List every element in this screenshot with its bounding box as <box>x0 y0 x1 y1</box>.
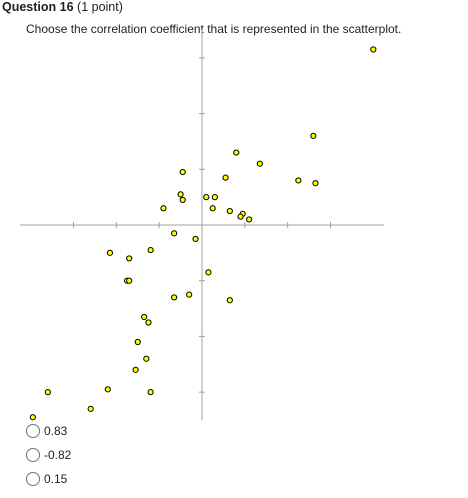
scatter-point <box>29 414 36 421</box>
scatter-point <box>295 177 302 184</box>
question-prompt: Choose the correlation coefficient that … <box>26 22 402 36</box>
scatter-point <box>209 205 216 212</box>
scatter-point <box>126 255 133 262</box>
scatter-point <box>186 291 193 298</box>
scatter-point <box>147 389 154 396</box>
scatter-point <box>106 249 114 256</box>
scatter-point <box>171 294 178 301</box>
scatter-point <box>310 132 317 139</box>
scatter-point <box>44 389 51 396</box>
scatter-point <box>104 386 111 393</box>
scatter-points <box>29 46 377 421</box>
scatter-point <box>141 313 148 321</box>
scatter-point <box>145 319 152 326</box>
scatter-point <box>256 160 263 167</box>
option-label: 0.83 <box>44 424 68 438</box>
scatter-point <box>370 46 377 53</box>
option-label: -0.82 <box>44 448 72 462</box>
radio-button-icon[interactable] <box>26 424 40 438</box>
question-points: (1 point) <box>77 0 123 14</box>
option-2[interactable]: -0.82 <box>26 448 71 462</box>
scatter-point <box>134 338 141 346</box>
scatter-point <box>205 269 212 276</box>
scatter-point <box>203 194 210 201</box>
scatter-point <box>312 180 319 187</box>
question-title: Question 16 <box>2 0 74 14</box>
scatter-point <box>171 230 178 237</box>
scatter-point <box>233 149 240 156</box>
scatter-point <box>246 216 253 223</box>
radio-button-icon[interactable] <box>26 448 40 462</box>
scatter-point <box>211 194 218 201</box>
option-label: 0.15 <box>44 472 68 486</box>
scatter-point <box>222 174 229 181</box>
question-header: Question 16 (1 point) <box>2 0 123 14</box>
scatter-point <box>226 207 233 215</box>
scatter-point <box>179 196 186 204</box>
option-3[interactable]: 0.15 <box>26 472 67 486</box>
scatter-point <box>147 246 154 254</box>
scatter-point <box>160 205 167 212</box>
axes <box>20 30 384 420</box>
scatter-point <box>237 213 244 220</box>
scatter-point <box>132 366 139 373</box>
scatter-point <box>126 277 133 284</box>
scatter-point <box>192 235 199 243</box>
scatter-point <box>179 168 186 176</box>
radio-button-icon[interactable] <box>26 472 40 486</box>
scatter-point <box>226 297 233 304</box>
scatter-point <box>143 355 150 362</box>
scatter-point <box>177 191 184 198</box>
scatter-point <box>87 405 94 412</box>
option-1[interactable]: 0.83 <box>26 424 67 438</box>
